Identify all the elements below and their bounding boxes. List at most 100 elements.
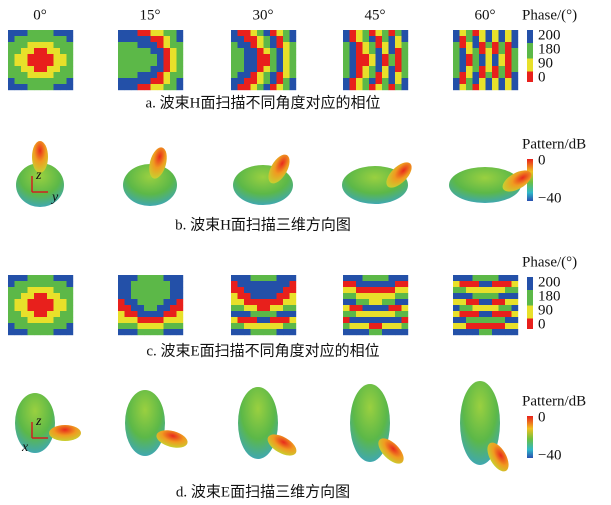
phase-cell [124, 305, 132, 312]
phase-cell [40, 60, 48, 67]
phase-grid [343, 30, 409, 91]
phase-cell [511, 72, 519, 79]
phase-cell [505, 293, 512, 300]
phase-grid [118, 275, 184, 336]
angle-label: 0° [33, 7, 47, 23]
phase-cell [124, 72, 132, 79]
phase-cell [362, 72, 370, 79]
phase-cell [231, 84, 238, 91]
colorbar-title: Phase/(°) [522, 254, 577, 270]
phase-cell [60, 48, 67, 55]
phase-cell [124, 287, 132, 294]
phase-cell [466, 311, 473, 318]
phase-cell [53, 66, 61, 73]
phase-cell [492, 60, 499, 67]
phase-cell [356, 78, 363, 85]
phase-cell [144, 48, 151, 55]
phase-cell [131, 323, 138, 330]
phase-cell [276, 60, 284, 67]
phase-cell [505, 305, 512, 312]
phase-cell [163, 54, 171, 61]
phase-cell [14, 311, 22, 318]
phase-cell [459, 305, 467, 312]
phase-cell [388, 54, 396, 61]
phase-cell [244, 317, 251, 324]
phase-cell [157, 42, 164, 49]
phase-cell [118, 66, 125, 73]
phase-cell [276, 287, 284, 294]
phase-cell [257, 323, 264, 330]
phase-cell [14, 72, 22, 79]
phase-cell [349, 329, 357, 336]
phase-cell [388, 66, 396, 73]
phase-cell [47, 305, 54, 312]
phase-cell [388, 72, 396, 79]
phase-cell [382, 275, 389, 282]
phase-cell [459, 84, 467, 91]
phase-cell [401, 54, 409, 61]
phase-cell [388, 281, 396, 288]
phase-cell [257, 42, 264, 49]
phase-cell [250, 54, 258, 61]
phase-cell [27, 293, 35, 300]
phase-cell [66, 60, 74, 67]
phase-cell [466, 66, 473, 73]
phase-cell [231, 72, 238, 79]
phase-grid [453, 30, 519, 91]
phase-cell [485, 317, 493, 324]
phase-cell [343, 275, 350, 282]
phase-cell [263, 275, 271, 282]
phase-cell [492, 36, 499, 43]
pattern-3d [449, 167, 532, 203]
phase-cell [47, 323, 54, 330]
phase-cell [395, 311, 402, 318]
phase-cell [505, 36, 512, 43]
phase-cell [466, 78, 473, 85]
phase-cell [163, 329, 171, 336]
phase-cell [118, 329, 125, 336]
phase-cell [170, 78, 177, 85]
phase-cell [8, 30, 15, 37]
phase-cell [382, 72, 389, 79]
pattern-body [125, 390, 165, 456]
phase-cell [157, 66, 164, 73]
phase-cell [343, 30, 350, 37]
phase-cell [257, 317, 264, 324]
phase-cell [283, 281, 290, 288]
phase-cell [60, 54, 67, 61]
phase-cell [375, 329, 383, 336]
colorbar-title: Phase/(°) [522, 7, 577, 23]
phase-cell [466, 54, 473, 61]
phase-cell [472, 66, 480, 73]
phase-cell [257, 293, 264, 300]
phase-cell [479, 311, 486, 318]
phase-cell [362, 311, 370, 318]
phase-cell [485, 329, 493, 336]
phase-cell [395, 30, 402, 37]
phase-cell [21, 60, 28, 67]
phase-cell [137, 54, 145, 61]
phase-cell [453, 287, 460, 294]
phase-cell [131, 36, 138, 43]
phase-cell [479, 305, 486, 312]
phase-cell [118, 84, 125, 91]
phase-cell [453, 299, 460, 306]
phase-cell [53, 323, 61, 330]
phase-cell [27, 54, 35, 61]
phase-cell [289, 317, 297, 324]
phase-cell [289, 311, 297, 318]
angle-label: 15° [140, 7, 161, 23]
phase-cell [356, 84, 363, 91]
phase-cell [14, 329, 22, 336]
pattern-body [449, 167, 521, 203]
phase-cell [401, 275, 409, 282]
phase-cell [21, 293, 28, 300]
main-lobe [386, 162, 412, 188]
phase-cell [343, 323, 350, 330]
phase-cell [150, 54, 158, 61]
pattern-3d [125, 390, 188, 456]
phase-cell [375, 78, 383, 85]
phase-cell [453, 323, 460, 330]
phase-cell [250, 42, 258, 49]
phase-cell [498, 30, 506, 37]
